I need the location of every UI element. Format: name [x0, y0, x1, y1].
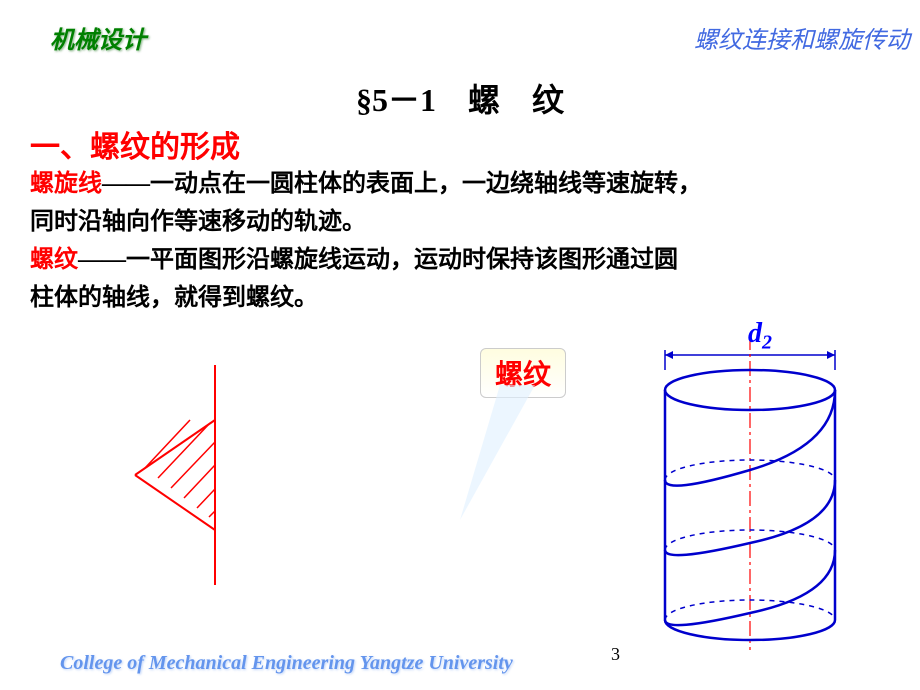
body-line-3: 螺纹——一平面图形沿螺旋线运动，运动时保持该图形通过圆	[30, 241, 890, 279]
page-number: 3	[611, 644, 620, 665]
section-title: §5－1 螺 纹	[0, 75, 920, 121]
thread-profile-diagram	[130, 365, 290, 585]
callout-tail	[440, 380, 560, 530]
line3-rest: ——一平面图形沿螺旋线运动，运动时保持该图形通过圆	[78, 247, 678, 273]
body-line-2: 同时沿轴向作等速移动的轨迹。	[30, 203, 890, 241]
term-thread: 螺纹	[30, 247, 78, 273]
footer-institution: College of Mechanical Engineering Yangtz…	[60, 652, 513, 675]
header-right-title: 螺纹连接和螺旋传动	[694, 20, 910, 55]
subtitle: 一、螺纹的形成	[30, 122, 240, 166]
term-helix: 螺旋线	[30, 171, 102, 197]
cylinder-helix-diagram	[640, 325, 860, 655]
line1-rest: ——一动点在一圆柱体的表面上，一边绕轴线等速旋转，	[102, 171, 702, 197]
d2-main: d	[748, 318, 762, 349]
header-left-title: 机械设计	[50, 20, 146, 55]
body-line-4: 柱体的轴线，就得到螺纹。	[30, 279, 890, 317]
body-line-1: 螺旋线——一动点在一圆柱体的表面上，一边绕轴线等速旋转，	[30, 165, 890, 203]
d2-subscript: 2	[762, 332, 772, 354]
d2-dimension-label: d2	[748, 318, 772, 355]
